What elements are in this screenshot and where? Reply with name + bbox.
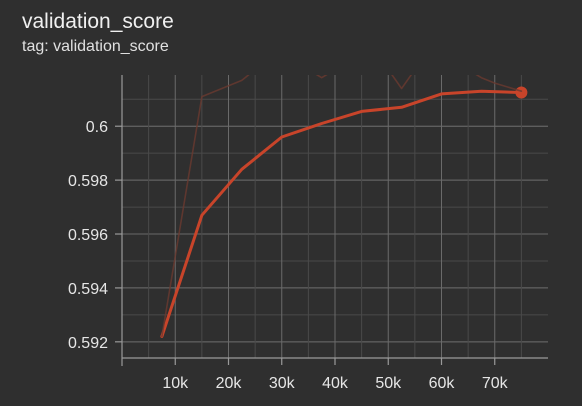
raw-series-line: [161, 75, 523, 338]
x-tick-label: 50k: [375, 375, 402, 392]
chart-title: validation_score: [22, 10, 174, 33]
x-tick-label: 40k: [322, 375, 349, 392]
y-tick-label: 0.594: [68, 281, 108, 298]
y-tick-label: 0.6: [86, 119, 108, 136]
chart-tag: tag: validation_score: [22, 38, 169, 55]
x-tick-label: 10k: [162, 375, 189, 392]
y-tick-label: 0.598: [68, 173, 108, 190]
x-tick-label: 20k: [216, 375, 243, 392]
last-point-marker: [515, 86, 528, 99]
smoothed-series-line: [160, 89, 523, 338]
y-tick-label: 0.596: [68, 227, 108, 244]
y-tick-label: 0.592: [68, 335, 108, 352]
x-tick-label: 60k: [429, 375, 456, 392]
x-tick-label: 30k: [269, 375, 296, 392]
x-tick-label: 70k: [482, 375, 509, 392]
